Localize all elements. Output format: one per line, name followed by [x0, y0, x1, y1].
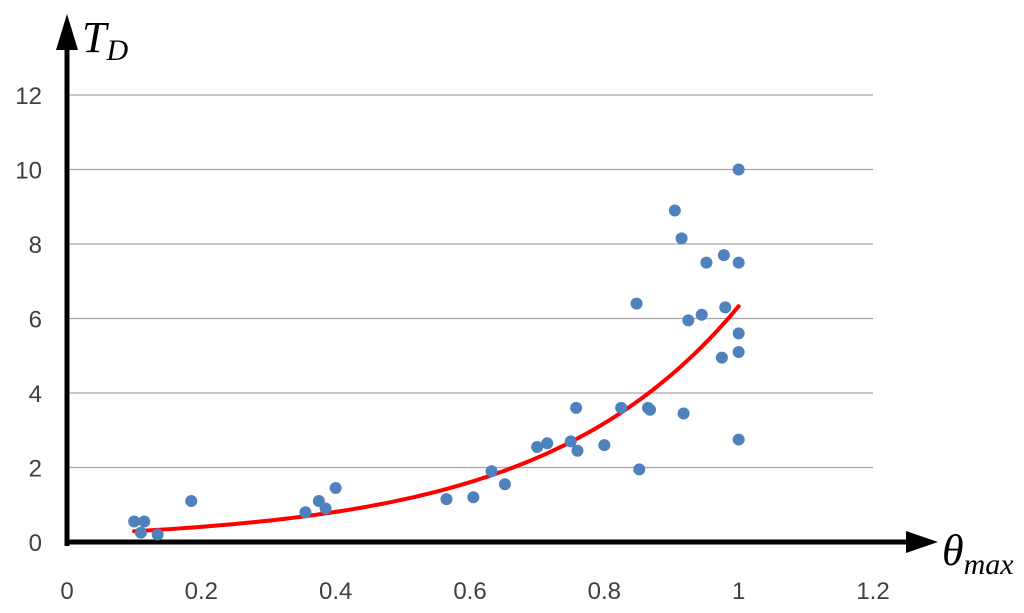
data-point	[677, 407, 690, 420]
y-tick-label: 8	[29, 232, 42, 259]
data-point	[541, 437, 554, 450]
data-point	[615, 401, 628, 414]
gridlines	[67, 94, 873, 469]
y-tick-label: 4	[29, 381, 42, 408]
data-point	[719, 301, 732, 314]
data-point	[682, 314, 695, 327]
data-point	[732, 256, 745, 269]
data-point	[732, 327, 745, 340]
data-point	[138, 515, 151, 528]
y-tick-label: 12	[15, 83, 42, 110]
data-point	[644, 403, 657, 416]
x-tick-label: 0.4	[319, 578, 352, 605]
tick-labels: 0 2 4 6 8 10 12 0 0.2 0.4 0.6 0.8 1 1.2	[15, 83, 889, 605]
data-point	[531, 441, 544, 454]
data-point	[700, 256, 713, 269]
data-point	[299, 506, 312, 519]
data-point	[668, 204, 681, 217]
x-tick-label: 0.6	[453, 578, 486, 605]
data-point	[630, 297, 643, 310]
x-tick-label: 0.8	[588, 578, 621, 605]
data-points	[128, 163, 745, 541]
data-point	[732, 433, 745, 446]
data-point	[732, 346, 745, 359]
data-point	[128, 515, 141, 528]
data-point	[467, 491, 480, 504]
data-point	[675, 232, 688, 245]
axes	[56, 14, 938, 553]
data-point	[715, 351, 728, 364]
data-point	[571, 444, 584, 457]
trendline	[132, 304, 741, 534]
data-point	[498, 478, 511, 491]
x-tick-label: 0.2	[185, 578, 218, 605]
x-tick-label: 1.2	[856, 578, 889, 605]
data-point	[633, 463, 646, 476]
x-axis-arrowhead	[906, 531, 938, 553]
data-point	[329, 481, 342, 494]
y-tick-label: 2	[29, 456, 42, 483]
x-tick-label: 1	[732, 578, 745, 605]
x-tick-label: 0	[60, 578, 73, 605]
y-tick-label: 6	[29, 307, 42, 334]
y-axis-arrowhead	[56, 14, 78, 50]
y-tick-label: 10	[15, 158, 42, 185]
data-point	[717, 249, 730, 262]
data-point	[732, 163, 745, 176]
data-point	[440, 493, 453, 506]
x-axis-title: θmax	[942, 526, 1014, 581]
data-point	[564, 435, 577, 448]
data-point	[485, 465, 498, 478]
data-point	[598, 439, 611, 452]
data-point	[185, 495, 198, 508]
data-point	[695, 308, 708, 321]
data-point	[151, 528, 164, 541]
y-axis-title: TD	[82, 13, 128, 67]
data-point	[134, 526, 147, 539]
trendline-group	[132, 304, 741, 534]
data-point	[319, 502, 332, 515]
data-point	[570, 401, 583, 414]
y-tick-label: 0	[29, 530, 42, 557]
